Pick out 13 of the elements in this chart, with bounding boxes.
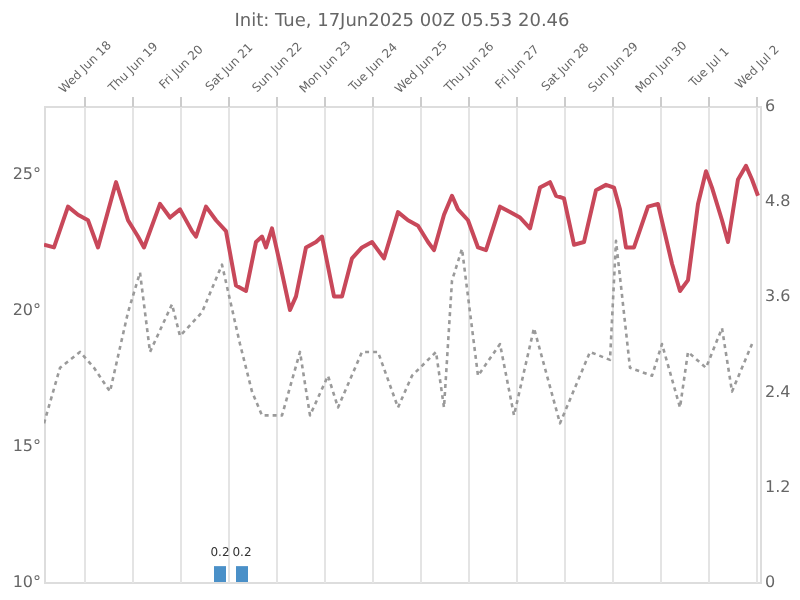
y-tick-label: 15°	[12, 437, 41, 455]
line-series	[44, 239, 754, 425]
line-series	[44, 163, 760, 312]
y2-tick-label: 2.4	[765, 382, 791, 401]
y-tick-label: 10°	[12, 573, 41, 591]
y2-tick-label: 3.6	[765, 287, 791, 306]
y2-tick-label: 0	[765, 573, 776, 591]
y2-tick-label: 6	[765, 97, 776, 115]
chart-title: Init: Tue, 17Jun2025 00Z 05.53 20.46	[234, 11, 571, 32]
y2-tick-label: 1.2	[765, 477, 791, 496]
y-tick-label: 25°	[12, 165, 41, 183]
y-tick-label: 20°	[12, 301, 41, 319]
y2-tick-label: 4.8	[765, 192, 791, 211]
